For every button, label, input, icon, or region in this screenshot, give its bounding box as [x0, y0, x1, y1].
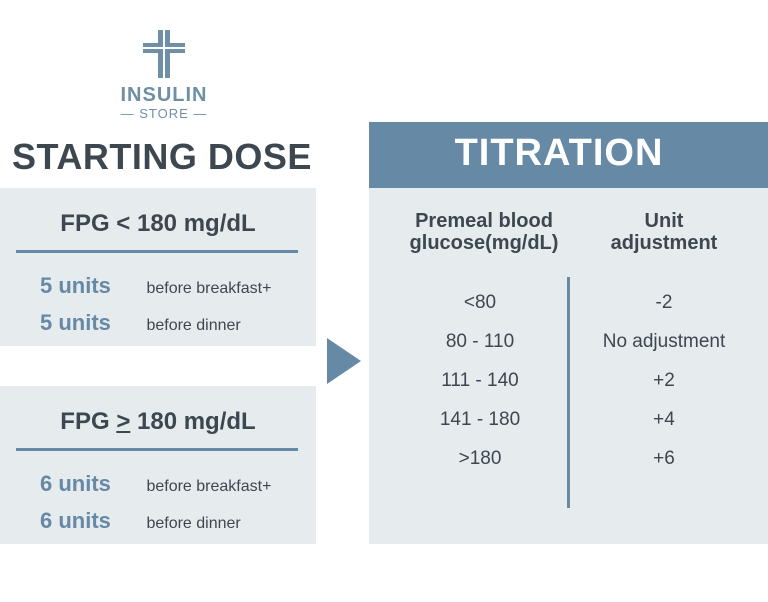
dose-units: 5 units	[40, 273, 111, 298]
arrow-right-icon	[327, 338, 361, 384]
header-line: Unit	[644, 210, 684, 232]
titration-title: TITRATION	[454, 132, 664, 174]
glucose-range-cell: >180	[458, 448, 502, 469]
glucose-range-cell: <80	[463, 292, 497, 313]
adjustment-cell: -2	[655, 292, 673, 313]
dose-units: 5 units	[40, 310, 111, 335]
medical-cross-icon	[143, 30, 185, 78]
divider-line	[16, 448, 298, 451]
glucose-range-cell: 80 - 110	[445, 331, 515, 352]
column-header-adjustment: Unit adjustment	[594, 210, 734, 254]
header-line: adjustment	[610, 232, 718, 254]
adjustment-cell: +6	[653, 448, 675, 469]
dose-row: 5 units before breakfast+	[40, 273, 271, 299]
fpg-condition: FPG < 180 mg/dL	[60, 210, 256, 237]
starting-dose-title: STARTING DOSE	[12, 136, 312, 177]
glucose-range-cell: 111 - 140	[441, 370, 519, 391]
fpg-threshold: 180 mg/dL	[130, 408, 256, 435]
dose-card-180-or-above: FPG > 180 mg/dL 6 units before breakfast…	[0, 386, 316, 544]
greater-equal-symbol: >	[116, 408, 131, 435]
dose-timing: before dinner	[146, 317, 241, 334]
glucose-range-cell: 141 - 180	[439, 409, 521, 430]
column-divider	[567, 277, 570, 508]
dose-row: 5 units before dinner	[40, 310, 241, 336]
adjustment-cell: +2	[653, 370, 675, 391]
adjustment-cell: +4	[653, 409, 675, 430]
logo-name: INSULIN	[120, 84, 208, 106]
dose-row: 6 units before breakfast+	[40, 471, 271, 497]
fpg-label: FPG	[60, 408, 117, 435]
dose-timing: before breakfast+	[146, 478, 272, 495]
column-header-glucose: Premeal blood glucose(mg/dL)	[392, 210, 576, 254]
header-line: glucose(mg/dL)	[409, 232, 559, 254]
dose-units: 6 units	[40, 508, 111, 533]
divider-line	[16, 250, 298, 253]
dose-timing: before breakfast+	[146, 280, 272, 297]
dose-row: 6 units before dinner	[40, 508, 241, 534]
dose-card-below-180: FPG < 180 mg/dL 5 units before breakfast…	[0, 188, 316, 346]
titration-header	[369, 122, 768, 188]
fpg-condition: FPG > 180 mg/dL	[0, 408, 316, 436]
logo-subtitle: — STORE —	[120, 106, 208, 121]
adjustment-cell: No adjustment	[602, 331, 726, 352]
dose-units: 6 units	[40, 471, 111, 496]
dose-timing: before dinner	[146, 515, 241, 532]
header-line: Premeal blood	[415, 210, 553, 232]
